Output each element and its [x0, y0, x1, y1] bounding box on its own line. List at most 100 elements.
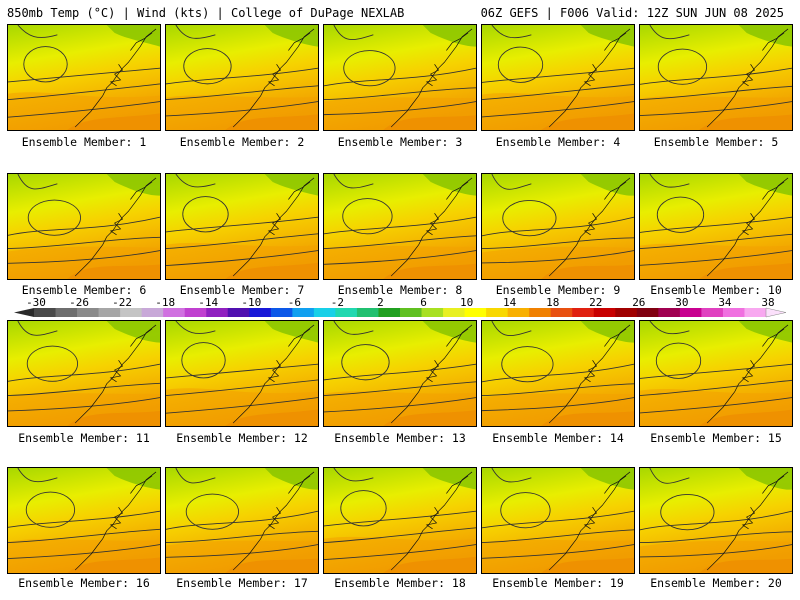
temperature-map	[640, 321, 792, 426]
colorbar-segment	[356, 308, 379, 317]
colorbar-tick-label: -2	[330, 296, 345, 309]
colorbar-tick-label: 38	[761, 296, 775, 309]
colorbar-tick-label: 34	[718, 296, 732, 309]
colorbar-tick-label: -10	[241, 296, 262, 309]
ensemble-member-label: Ensemble Member: 8	[337, 283, 463, 297]
colorbar-segment	[507, 308, 530, 317]
temperature-map	[482, 321, 634, 426]
temperature-map	[482, 174, 634, 279]
colorbar-segment	[270, 308, 293, 317]
ensemble-panel	[7, 467, 161, 574]
colorbar-segment	[443, 308, 465, 317]
ensemble-panel	[165, 173, 319, 280]
colorbar-tick-label: -26	[69, 296, 89, 309]
colorbar-segment	[701, 308, 724, 317]
colorbar-segment	[550, 308, 573, 317]
temperature-map	[482, 25, 634, 130]
colorbar-tick-label: 22	[589, 296, 603, 309]
ensemble-member-label: Ensemble Member: 6	[21, 283, 147, 297]
colorbar-segment	[486, 308, 509, 317]
ensemble-member-label: Ensemble Member: 11	[18, 431, 150, 445]
ensemble-member-label: Ensemble Member: 15	[650, 431, 782, 445]
temperature-map	[8, 25, 160, 130]
colorbar-tick-label: 14	[503, 296, 517, 309]
colorbar-segment	[77, 308, 99, 317]
colorbar-segment	[421, 308, 444, 317]
ensemble-panel	[7, 24, 161, 131]
colorbar-segment	[615, 308, 638, 317]
ensemble-panel	[639, 173, 793, 280]
ensemble-member-label: Ensemble Member: 19	[492, 576, 624, 590]
colorbar-segment	[572, 308, 595, 317]
colorbar-tick-label: 30	[675, 296, 689, 309]
ensemble-panel	[481, 24, 635, 131]
colorbar-segment	[593, 308, 616, 317]
temperature-map	[8, 174, 160, 279]
ensemble-member-label: Ensemble Member: 20	[650, 576, 782, 590]
ensemble-panel	[639, 24, 793, 131]
ensemble-panel	[323, 173, 477, 280]
colorbar-tick-label: -22	[112, 296, 133, 309]
header-run-info: 06Z GEFS | F006 Valid: 12Z SUN JUN 08 20…	[480, 6, 784, 20]
colorbar-segment	[658, 308, 681, 317]
colorbar-tick-label: 26	[632, 296, 646, 309]
temperature-map	[8, 468, 160, 573]
ensemble-member-label: Ensemble Member: 12	[176, 431, 308, 445]
colorbar-segment	[400, 308, 422, 317]
temperature-map	[324, 174, 476, 279]
colorbar-segment	[227, 308, 250, 317]
temperature-map	[324, 321, 476, 426]
colorbar-segment	[249, 308, 272, 317]
colorbar-tick-label: -18	[155, 296, 176, 309]
colorbar-segment	[34, 308, 56, 317]
colorbar-segment	[206, 308, 229, 317]
colorbar-labels: -30 -26 -22 -18 -14 -10 -6 -2 2 6 10 14 18 22 26 30 34 38…	[0, 0, 800, 309]
ensemble-panel	[481, 320, 635, 427]
ensemble-member-label: Ensemble Member: 7	[179, 283, 305, 297]
temperature-map	[640, 468, 792, 573]
temperature-map	[166, 25, 318, 130]
ensemble-panel	[165, 24, 319, 131]
ensemble-member-label: Ensemble Member: 14	[492, 431, 624, 445]
ensemble-panel	[481, 467, 635, 574]
colorbar-segment	[120, 308, 143, 317]
colorbar-segment	[378, 308, 401, 317]
ensemble-member-label: Ensemble Member: 17	[176, 576, 308, 590]
colorbar-segment	[163, 308, 186, 317]
colorbar-segment	[679, 308, 702, 317]
ensemble-panel	[323, 320, 477, 427]
colorbar-segment	[744, 308, 767, 317]
temperature-map	[324, 468, 476, 573]
colorbar-segment	[184, 308, 207, 317]
temperature-map	[166, 174, 318, 279]
colorbar-tick-label: -14	[198, 296, 219, 309]
colorbar-tick-label: -6	[287, 296, 301, 309]
colorbar-tick-label: 6	[420, 296, 427, 309]
colorbar-segment	[98, 308, 121, 317]
ensemble-member-label: Ensemble Member: 3	[337, 135, 463, 149]
ensemble-panel	[323, 24, 477, 131]
colorbar-tick-label: 18	[546, 296, 560, 309]
header-title: 850mb Temp (°C) | Wind (kts) | College o…	[7, 6, 405, 20]
colorbar-tick-label: -30	[26, 296, 46, 309]
colorbar-max-arrow	[765, 307, 786, 318]
ensemble-member-label: Ensemble Member: 18	[334, 576, 466, 590]
ensemble-member-label: Ensemble Member: 10	[650, 283, 782, 297]
colorbar-segment	[55, 308, 78, 317]
ensemble-panel	[639, 320, 793, 427]
ensemble-panel	[165, 320, 319, 427]
temperature-map	[166, 468, 318, 573]
temperature-map	[324, 25, 476, 130]
ensemble-member-label: Ensemble Member: 1	[21, 135, 147, 149]
colorbar-tick-label: 2	[377, 296, 384, 309]
ensemble-panel	[7, 320, 161, 427]
ensemble-panel	[639, 467, 793, 574]
ensemble-member-label: Ensemble Member: 4	[495, 135, 621, 149]
temperature-map	[166, 321, 318, 426]
colorbar-segment	[636, 308, 659, 317]
temperature-map	[640, 25, 792, 130]
ensemble-member-label: Ensemble Member: 5	[653, 135, 779, 149]
colorbar-segment	[141, 308, 164, 317]
ensemble-panel	[481, 173, 635, 280]
colorbar-segment	[292, 308, 315, 317]
